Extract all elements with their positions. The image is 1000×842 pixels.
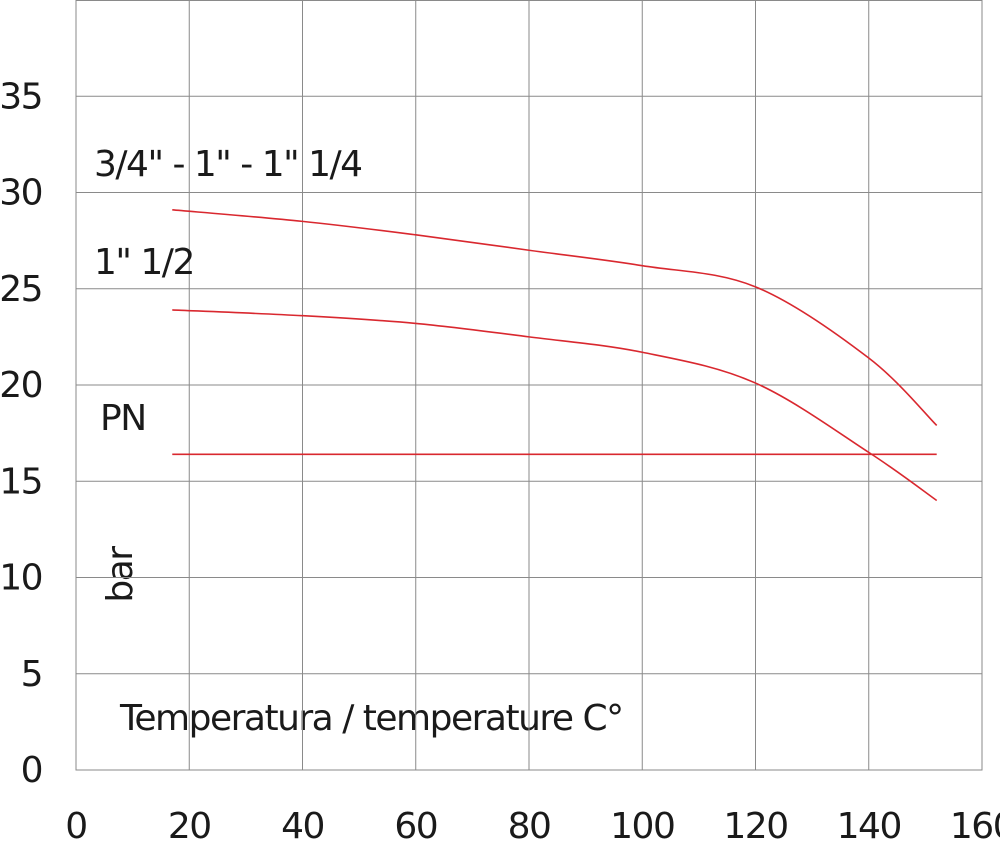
x-tick-label: 140 [837,806,901,842]
y-tick-label: 10 [0,558,42,599]
x-axis-label: Temperatura / temperature C° [119,698,623,739]
x-tick-label: 40 [281,806,324,842]
x-tick-label: 0 [65,806,86,842]
y-tick-label: 20 [0,365,42,406]
y-tick-label: 5 [21,654,42,695]
series-line [172,209,938,426]
x-tick-label: 80 [508,806,551,842]
series-line [172,309,938,502]
x-tick-label: 100 [610,806,674,842]
y-tick-label: 25 [0,269,42,310]
y-tick-label: 35 [0,76,42,117]
series-label: 1" 1/2 [94,242,194,283]
x-tick-label: 160 [950,806,1000,842]
y-tick-label: 0 [21,750,42,791]
series-label: 3/4" - 1" - 1" 1/4 [94,144,362,185]
x-tick-label: 120 [723,806,787,842]
series-label: PN [100,398,146,439]
y-tick-label: 15 [0,461,42,502]
y-tick-label: 30 [0,173,42,214]
y-axis-label: bar [100,546,141,603]
x-tick-label: 20 [168,806,211,842]
x-tick-label: 60 [394,806,437,842]
